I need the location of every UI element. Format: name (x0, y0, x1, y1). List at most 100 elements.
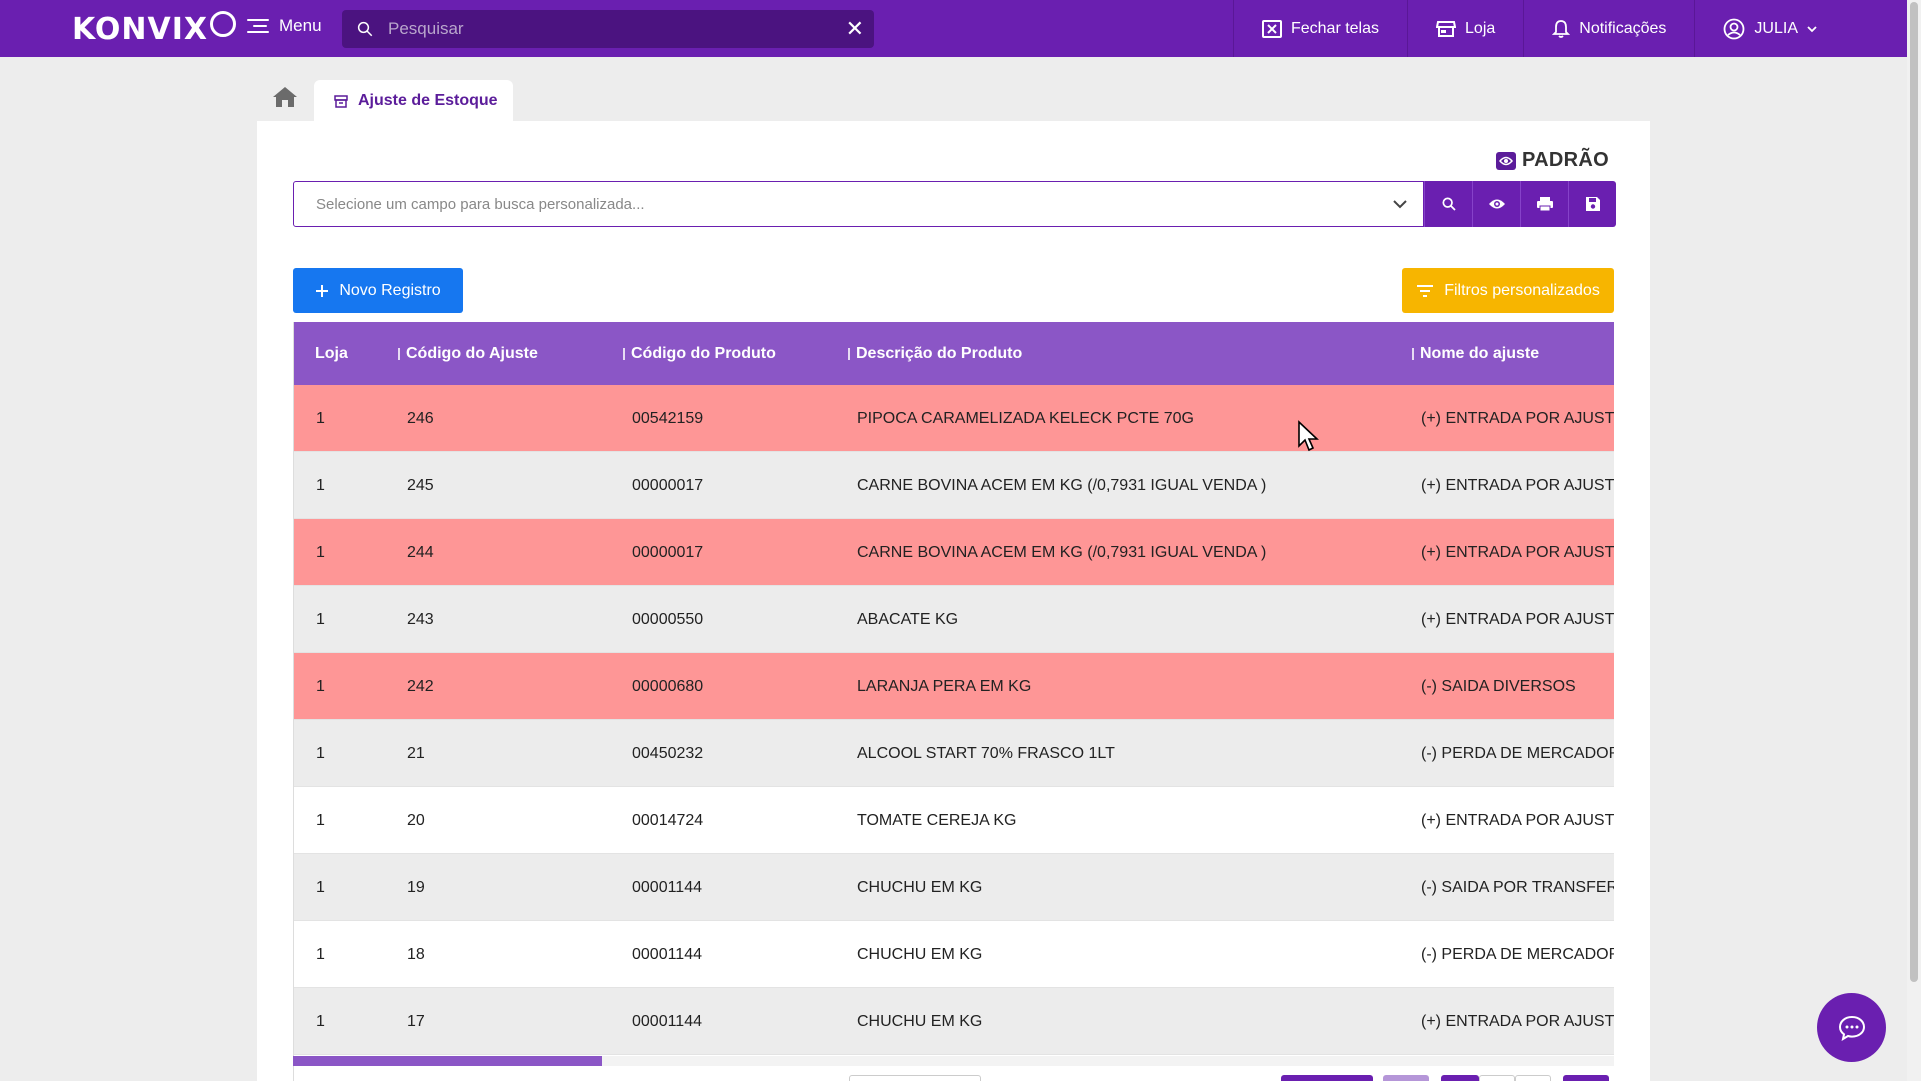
cell-codigo-ajuste: 246 (407, 409, 434, 427)
view-mode-indicator[interactable]: PADRÃO (1496, 149, 1609, 172)
cell-codigo-produto: 00001144 (632, 1012, 702, 1030)
search-button[interactable] (1424, 181, 1472, 227)
chevron-down-icon (1807, 25, 1817, 32)
store-button[interactable]: Loja (1407, 0, 1523, 57)
plus-icon (316, 284, 329, 297)
cell-codigo-ajuste: 17 (407, 1012, 425, 1030)
pagination-prev-button[interactable] (1383, 1075, 1429, 1081)
cell-codigo-ajuste: 242 (407, 677, 434, 695)
pagination-page-button[interactable] (1479, 1075, 1515, 1081)
cell-loja: 1 (316, 409, 325, 427)
cell-descricao: CARNE BOVINA ACEM EM KG (/0,7931 IGUAL V… (857, 543, 1267, 561)
search-icon (1441, 197, 1456, 211)
notifications-label: Notificações (1579, 19, 1667, 37)
cell-codigo-ajuste: 243 (407, 610, 434, 628)
table-row[interactable]: 1 18 00001144 CHUCHU EM KG (-) PERDA DE MERC… (294, 921, 1614, 988)
save-icon (1585, 197, 1600, 211)
cell-codigo-produto: 00000017 (632, 543, 704, 561)
custom-search-select[interactable]: Selecione um campo para busca personaliz… (293, 181, 1424, 227)
pagination-page-button[interactable] (1515, 1075, 1551, 1081)
horizontal-scrollbar[interactable] (293, 1056, 1614, 1066)
main-card: PADRÃO Selecione um campo para busca per… (257, 121, 1650, 1081)
column-header-loja[interactable]: Loja (315, 344, 348, 362)
table-row[interactable]: 1 244 00000017 CARNE BOVINA ACEM EM KG (/0,… (294, 519, 1614, 586)
pagination-page-button[interactable] (1441, 1075, 1479, 1081)
filter-icon (1417, 284, 1434, 297)
view-button[interactable] (1472, 181, 1520, 227)
notifications-button[interactable]: Notificações (1523, 0, 1694, 57)
cell-descricao: LARANJA PERA EM KG (857, 677, 1032, 695)
cell-descricao: CHUCHU EM KG (857, 878, 983, 896)
pagination-first-button[interactable] (1281, 1075, 1373, 1081)
clear-search-icon[interactable]: ✕ (845, 16, 864, 41)
menu-button[interactable]: Menu (247, 16, 322, 36)
table-row[interactable]: 1 243 00000550 ABACATE KG (+) ENTRADA POR AJ… (294, 586, 1614, 653)
column-separator[interactable] (1412, 347, 1414, 360)
table-row[interactable]: 1 21 00450232 ALCOOL START 70% FRASCO 1LT (-… (294, 720, 1614, 787)
table-row[interactable]: 1 19 00001144 CHUCHU EM KG (-) SAIDA POR TRA… (294, 854, 1614, 921)
mouse-cursor-icon (1298, 420, 1319, 452)
cell-loja: 1 (316, 878, 325, 896)
cell-loja: 1 (316, 811, 325, 829)
column-separator[interactable] (848, 347, 850, 360)
menu-icon (247, 18, 269, 34)
close-screens-button[interactable]: Fechar telas (1232, 0, 1407, 57)
store-icon (1436, 20, 1457, 37)
table-row[interactable]: 1 245 00000017 CARNE BOVINA ACEM EM KG (/0,… (294, 452, 1614, 519)
cell-nome-ajuste: (+) ENTRADA POR AJUSTE (1421, 409, 1614, 427)
cell-codigo-ajuste: 18 (407, 945, 425, 963)
cell-nome-ajuste: (+) ENTRADA POR AJUSTE (1421, 811, 1614, 829)
home-icon (273, 87, 297, 107)
table-row[interactable]: 1 246 00542159 PIPOCA CARAMELIZADA KELECK P… (294, 385, 1614, 452)
page-scroll-thumb[interactable] (1910, 2, 1918, 982)
cell-codigo-ajuste: 21 (407, 744, 425, 762)
archive-icon (334, 94, 348, 108)
home-tab[interactable] (272, 86, 298, 113)
cell-loja: 1 (316, 677, 325, 695)
chevron-down-icon (1393, 199, 1407, 208)
tab-ajuste-estoque[interactable]: Ajuste de Estoque (314, 80, 513, 122)
chat-button[interactable] (1817, 993, 1886, 1062)
pagination-next-button[interactable] (1563, 1075, 1609, 1081)
global-search-input[interactable] (388, 19, 828, 39)
cell-codigo-produto: 00014724 (632, 811, 704, 829)
print-button[interactable] (1520, 181, 1568, 227)
column-separator[interactable] (623, 347, 625, 360)
adjustments-table: Loja Código do Ajuste Código do Produto … (293, 322, 1614, 1081)
cell-nome-ajuste: (-) SAIDA POR TRANSFERE (1421, 878, 1614, 896)
table-row[interactable]: 1 17 00001144 CHUCHU EM KG (+) ENTRADA POR A… (294, 988, 1614, 1055)
table-row[interactable]: 1 242 00000680 LARANJA PERA EM KG (-) SAIDA … (294, 653, 1614, 720)
save-button[interactable] (1568, 181, 1616, 227)
konvix-logo[interactable]: KONVIX (72, 10, 237, 47)
table-row[interactable]: 1 20 00014724 TOMATE CEREJA KG (+) ENTRADA P… (294, 787, 1614, 854)
column-separator[interactable] (398, 347, 400, 360)
horizontal-scroll-thumb[interactable] (293, 1056, 602, 1066)
close-window-icon (1261, 19, 1282, 38)
cell-nome-ajuste: (+) ENTRADA POR AJUSTE (1421, 476, 1614, 494)
custom-filters-button[interactable]: Filtros personalizados (1402, 268, 1614, 313)
table-header: Loja Código do Ajuste Código do Produto … (294, 322, 1614, 385)
cell-nome-ajuste: (+) ENTRADA POR AJUSTE (1421, 610, 1614, 628)
new-record-label: Novo Registro (339, 281, 441, 299)
cell-loja: 1 (316, 744, 325, 762)
logo-mark-icon (210, 10, 237, 37)
column-header-codigo-produto[interactable]: Código do Produto (623, 322, 776, 385)
cell-nome-ajuste: (+) ENTRADA POR AJUSTE (1421, 1012, 1614, 1030)
page-size-select[interactable] (849, 1075, 981, 1081)
user-menu[interactable]: JULIA (1694, 0, 1907, 57)
table-body: 1 246 00542159 PIPOCA CARAMELIZADA KELECK P… (294, 385, 1614, 1055)
page-vertical-scrollbar[interactable] (1907, 0, 1921, 1081)
cell-loja: 1 (316, 476, 325, 494)
cell-codigo-ajuste: 245 (407, 476, 434, 494)
column-header-nome-ajuste[interactable]: Nome do ajuste (1412, 322, 1539, 385)
view-mode-label: PADRÃO (1522, 149, 1609, 171)
column-header-descricao[interactable]: Descrição do Produto (848, 322, 1022, 385)
cell-descricao: CARNE BOVINA ACEM EM KG (/0,7931 IGUAL V… (857, 476, 1267, 494)
new-record-button[interactable]: Novo Registro (293, 268, 463, 313)
custom-filters-label: Filtros personalizados (1444, 281, 1600, 299)
cell-loja: 1 (316, 945, 325, 963)
global-search: ✕ (342, 10, 874, 48)
top-actions: Fechar telas Loja Notificações JULIA (1232, 0, 1907, 57)
bell-icon (1552, 19, 1571, 38)
column-header-codigo-ajuste[interactable]: Código do Ajuste (398, 322, 538, 385)
